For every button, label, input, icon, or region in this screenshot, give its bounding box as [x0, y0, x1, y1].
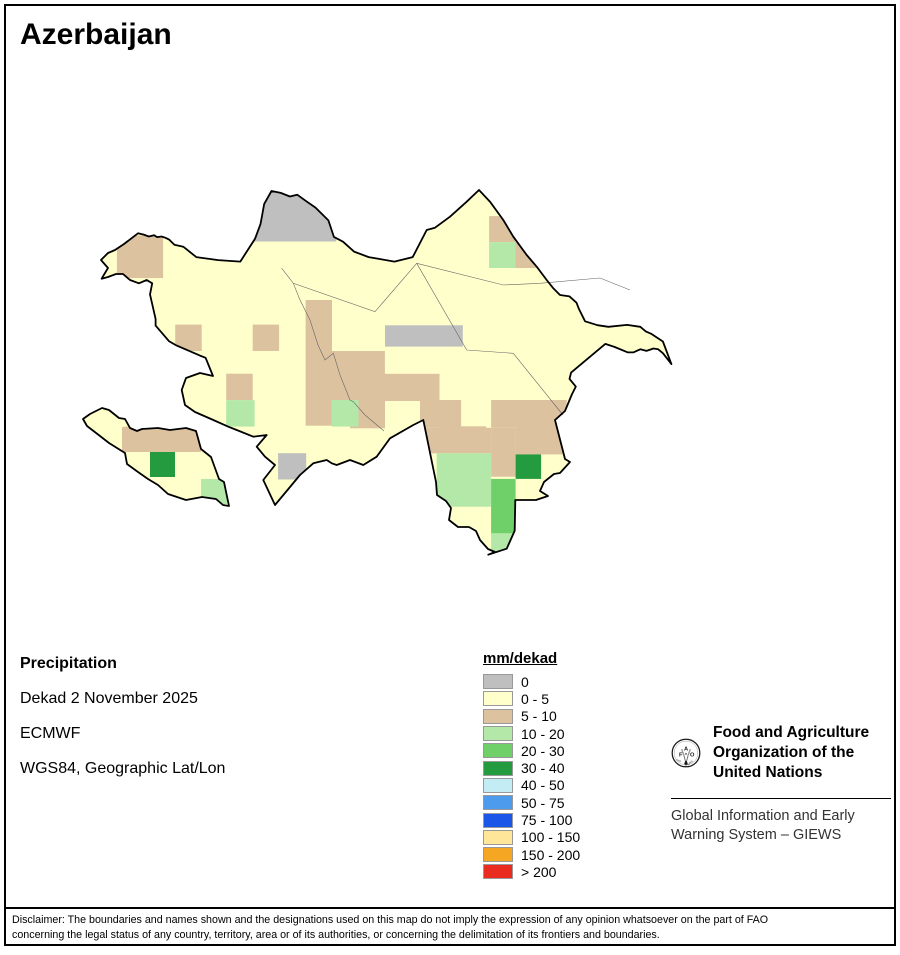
svg-text:A: A	[684, 746, 688, 752]
svg-text:O: O	[690, 752, 695, 758]
svg-text:F: F	[679, 752, 683, 758]
